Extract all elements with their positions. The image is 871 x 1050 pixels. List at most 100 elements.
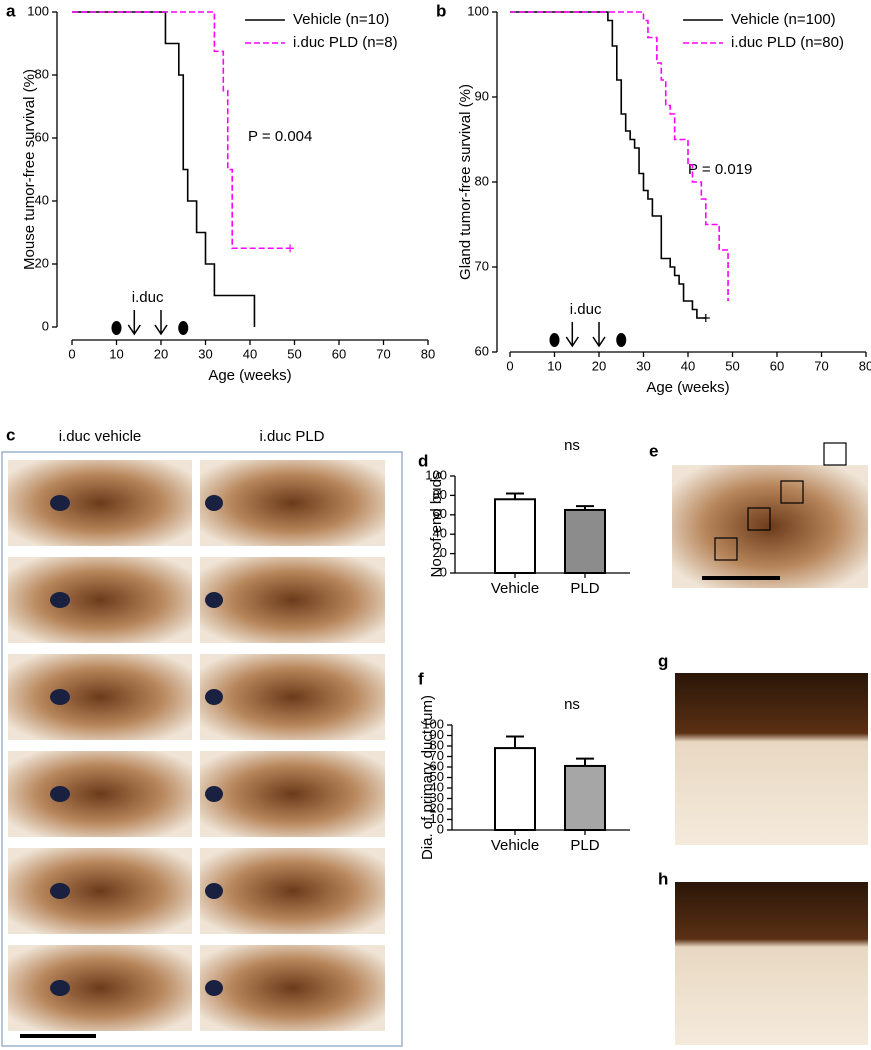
photo <box>200 751 385 837</box>
y-tick-label: 70 <box>475 258 489 273</box>
x-tick-label: 50 <box>287 346 301 361</box>
zoom-box <box>714 537 738 561</box>
x-tick-label: 0 <box>506 358 513 373</box>
y-tick-label: 20 <box>433 545 447 560</box>
bar <box>564 508 606 575</box>
x-tick-label: PLD <box>570 837 599 854</box>
column-title: i.duc PLD <box>259 428 324 445</box>
lymph-node <box>50 689 70 705</box>
panel-letter: d <box>418 451 428 470</box>
y-tick-label: 80 <box>475 173 489 188</box>
y-tick-label: 100 <box>425 467 447 482</box>
photo <box>675 882 868 1045</box>
bar <box>564 764 606 832</box>
y-tick-label: 40 <box>433 526 447 541</box>
y-tick-label: 60 <box>430 758 444 773</box>
x-axis-label: Age (weeks) <box>646 379 729 396</box>
time-dot <box>549 333 560 347</box>
x-tick-label: Vehicle <box>491 580 539 597</box>
panel-letter: h <box>658 869 668 888</box>
time-arrow <box>127 310 141 336</box>
time-arrow <box>565 322 579 348</box>
x-tick-label: 20 <box>154 346 168 361</box>
zoom-box <box>823 442 847 466</box>
x-tick-label: 30 <box>198 346 212 361</box>
lymph-node <box>205 786 223 802</box>
x-tick-label: 40 <box>243 346 257 361</box>
y-tick-label: 100 <box>467 3 489 18</box>
panel-letter: b <box>436 1 446 20</box>
x-tick-label: 60 <box>332 346 346 361</box>
error-bar <box>576 505 594 510</box>
zoom-box <box>780 480 804 504</box>
lymph-node <box>205 495 223 511</box>
x-tick-label: 10 <box>109 346 123 361</box>
y-tick-label: 20 <box>35 255 49 270</box>
x-tick-label: 50 <box>725 358 739 373</box>
photo <box>8 751 192 837</box>
y-tick-label: 60 <box>475 343 489 358</box>
y-tick-label: 100 <box>27 3 49 18</box>
time-arrow <box>154 310 168 336</box>
y-tick-label: 50 <box>430 769 444 784</box>
x-tick-label: 70 <box>376 346 390 361</box>
x-tick-label: 30 <box>636 358 650 373</box>
y-tick-label: 10 <box>430 811 444 826</box>
photo <box>200 654 385 740</box>
panel-letter: e <box>649 441 658 460</box>
survival-line <box>510 11 729 301</box>
photo <box>8 557 192 643</box>
lymph-node <box>205 883 223 899</box>
y-tick-label: 0 <box>437 821 444 836</box>
lymph-node <box>50 786 70 802</box>
y-tick-label: 90 <box>475 88 489 103</box>
y-tick-label: 40 <box>35 192 49 207</box>
photo <box>8 848 192 934</box>
y-axis-label: Mouse tumor-free survival (%) <box>21 69 38 270</box>
photo <box>200 848 385 934</box>
y-axis-label: Dia. of primary duct (um) <box>419 695 436 860</box>
y-tick-label: 20 <box>430 800 444 815</box>
bar <box>494 498 536 574</box>
panel-letter: g <box>658 651 668 670</box>
marker-label: i.duc <box>132 289 164 306</box>
x-tick-label: 80 <box>421 346 435 361</box>
photo <box>8 460 192 546</box>
y-tick-label: 80 <box>35 66 49 81</box>
photo <box>200 460 385 546</box>
x-axis-label: Age (weeks) <box>208 367 291 384</box>
photo <box>8 945 192 1031</box>
zoom-box <box>747 507 771 531</box>
lymph-node <box>50 883 70 899</box>
y-tick-label: 60 <box>35 129 49 144</box>
x-tick-label: PLD <box>570 580 599 597</box>
time-dot <box>616 333 627 347</box>
panel-letter: f <box>418 669 424 688</box>
bar <box>494 747 536 831</box>
photo <box>675 673 868 845</box>
column-title: i.duc vehicle <box>59 428 142 445</box>
x-tick-label: 0 <box>68 346 75 361</box>
annotation: ns <box>564 696 580 713</box>
x-tick-label: 10 <box>547 358 561 373</box>
y-tick-label: 30 <box>430 790 444 805</box>
y-axis-label: No. of end buds <box>428 472 445 578</box>
x-tick-label: 60 <box>770 358 784 373</box>
y-tick-label: 80 <box>433 487 447 502</box>
x-tick-label: 20 <box>592 358 606 373</box>
lymph-node <box>50 980 70 996</box>
legend-label: Vehicle (n=100) <box>731 11 836 28</box>
y-tick-label: 70 <box>430 748 444 763</box>
lymph-node <box>50 495 70 511</box>
y-tick-label: 0 <box>440 564 447 579</box>
error-bar <box>506 492 524 500</box>
survival-line <box>72 11 256 327</box>
marker-label: i.duc <box>570 301 602 318</box>
y-tick-label: 60 <box>433 506 447 521</box>
censor-mark <box>286 244 295 253</box>
legend-label: i.duc PLD (n=8) <box>293 34 398 51</box>
photo <box>200 945 385 1031</box>
time-arrow <box>592 322 606 348</box>
